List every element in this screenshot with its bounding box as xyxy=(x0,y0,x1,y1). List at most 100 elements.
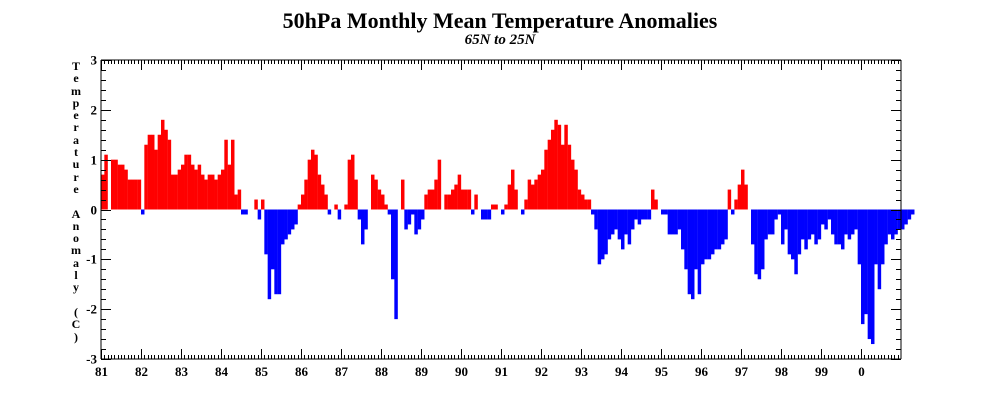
anomaly-bar xyxy=(641,209,645,220)
anomaly-bar xyxy=(221,169,225,210)
x-tick-label: 94 xyxy=(615,364,629,379)
anomaly-bar xyxy=(161,119,165,210)
anomaly-bar xyxy=(894,209,898,235)
anomaly-bar xyxy=(821,209,825,225)
x-tick-label: 89 xyxy=(415,364,429,379)
anomaly-bar xyxy=(314,154,318,210)
y-axis-label-char: a xyxy=(73,255,79,270)
anomaly-bar xyxy=(104,154,108,210)
anomaly-bar xyxy=(887,209,892,235)
anomaly-bar xyxy=(427,189,432,210)
anomaly-bar xyxy=(201,174,205,210)
anomaly-bar xyxy=(141,209,145,215)
anomaly-bar xyxy=(594,209,598,230)
anomaly-bar xyxy=(307,159,312,210)
anomaly-bar xyxy=(727,189,732,210)
anomaly-bar xyxy=(704,209,708,260)
anomaly-bar xyxy=(144,144,148,210)
anomaly-bar xyxy=(277,209,282,295)
anomaly-bar xyxy=(717,209,722,250)
anomaly-bar xyxy=(317,174,322,210)
anomaly-bar xyxy=(211,174,215,210)
anomaly-bar xyxy=(487,209,492,220)
x-tick-label: 99 xyxy=(815,364,829,379)
y-tick-label: 0 xyxy=(91,203,98,218)
anomaly-bar xyxy=(194,169,198,210)
anomaly-bar xyxy=(311,149,315,210)
anomaly-bar xyxy=(491,204,495,210)
anomaly-bar xyxy=(471,209,475,215)
anomaly-bar xyxy=(847,209,852,240)
anomaly-bar xyxy=(451,189,455,210)
anomaly-bar xyxy=(757,209,762,280)
x-tick-label: 82 xyxy=(135,364,148,379)
anomaly-bar xyxy=(621,209,625,250)
anomaly-bar xyxy=(157,134,162,210)
anomaly-bar xyxy=(784,209,788,230)
anomaly-bar xyxy=(701,209,705,265)
anomaly-bar xyxy=(131,179,135,210)
y-axis-label-char: y xyxy=(73,280,79,295)
x-tick-label: 0 xyxy=(858,364,865,379)
anomaly-bar xyxy=(541,169,545,210)
anomaly-bar xyxy=(574,169,578,210)
anomaly-bar xyxy=(501,209,505,215)
anomaly-bar xyxy=(391,209,395,280)
anomaly-bar xyxy=(204,179,208,210)
anomaly-bar xyxy=(134,179,138,210)
anomaly-bar xyxy=(457,174,462,210)
anomaly-bar xyxy=(217,174,222,210)
anomaly-bar xyxy=(207,174,212,210)
anomaly-bar xyxy=(911,209,915,215)
anomaly-bar xyxy=(837,209,842,245)
anomaly-bar xyxy=(624,209,628,235)
y-axis-label-char: m xyxy=(71,243,81,258)
anomaly-bar xyxy=(404,209,408,230)
x-tick-label: 91 xyxy=(495,364,508,379)
anomaly-bar xyxy=(187,154,192,210)
anomaly-bar xyxy=(127,179,132,210)
x-tick-label: 83 xyxy=(175,364,189,379)
anomaly-bar xyxy=(797,209,802,255)
anomaly-bar xyxy=(234,194,238,210)
anomaly-bar xyxy=(417,209,422,230)
anomaly-bar xyxy=(551,129,555,210)
anomaly-bar xyxy=(671,209,675,235)
y-tick-label: -2 xyxy=(86,302,97,317)
anomaly-bar xyxy=(561,144,565,210)
anomaly-bar xyxy=(674,209,678,235)
y-tick-label: -1 xyxy=(86,252,97,267)
anomaly-bar xyxy=(351,154,355,210)
anomaly-bar xyxy=(521,209,525,215)
anomaly-bar xyxy=(154,149,158,210)
anomaly-bar xyxy=(357,209,362,220)
anomaly-bar xyxy=(284,209,288,240)
anomaly-bar xyxy=(361,209,365,245)
y-axis-label-char: l xyxy=(74,268,78,283)
anomaly-bar xyxy=(464,189,468,210)
anomaly-bar xyxy=(447,194,452,210)
anomaly-bar xyxy=(151,134,155,210)
anomaly-bar xyxy=(301,194,305,210)
anomaly-bar xyxy=(827,209,832,220)
anomaly-bar xyxy=(334,204,338,210)
anomaly-bar xyxy=(557,124,562,210)
anomaly-bar xyxy=(321,184,325,210)
anomaly-bar xyxy=(901,209,905,230)
y-tick-label: -3 xyxy=(86,352,97,367)
anomaly-bar xyxy=(814,209,818,245)
anomaly-bar xyxy=(424,194,428,210)
anomaly-bar xyxy=(804,209,808,250)
y-axis-label-char: u xyxy=(72,157,80,172)
anomaly-bar xyxy=(261,199,265,210)
anomaly-bar xyxy=(731,209,735,215)
anomaly-bar xyxy=(831,209,835,235)
y-axis-label-char: a xyxy=(73,132,79,147)
anomaly-bar xyxy=(244,209,248,215)
anomaly-bar xyxy=(811,209,815,235)
anomaly-bar xyxy=(877,209,882,290)
anomaly-bar xyxy=(587,199,592,210)
anomaly-bar xyxy=(684,209,688,270)
anomaly-bar xyxy=(597,209,602,265)
y-axis-label-char: o xyxy=(73,231,79,246)
